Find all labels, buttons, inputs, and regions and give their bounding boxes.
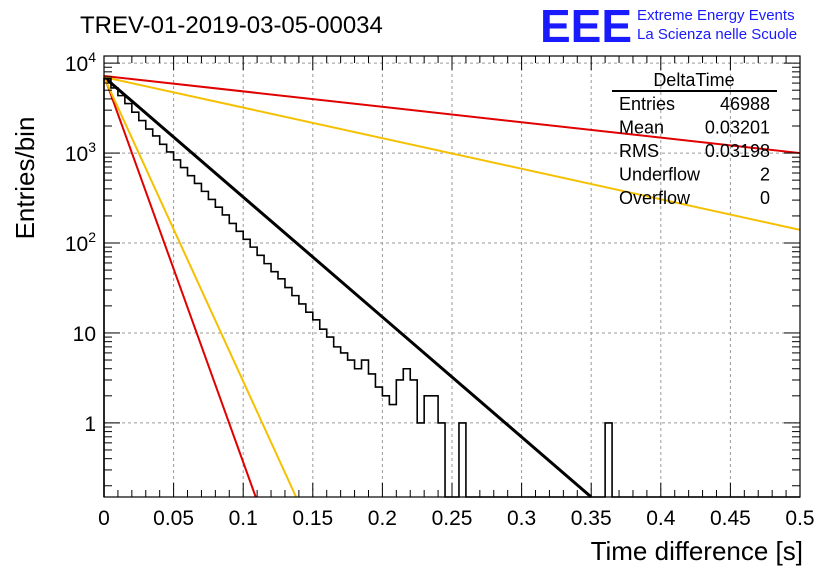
y-tick-labels: 1 10 102 103 104 [65, 49, 96, 436]
eee-logo-line2: La Scienza nelle Scuole [637, 26, 797, 43]
stats-value: 2 [760, 165, 770, 185]
stats-label: Entries [619, 94, 675, 114]
x-tick-label: 0.3 [507, 507, 536, 530]
series-line [103, 75, 257, 498]
x-tick-labels: 0 0.05 0.1 0.15 0.2 0.25 0.3 0.35 0.4 0.45 0.5 [98, 507, 814, 530]
fit-curves [103, 74, 801, 499]
series-line [103, 75, 593, 499]
x-tick-label: 0.4 [646, 507, 676, 530]
series-line [103, 74, 801, 155]
stats-value: 0.03201 [705, 118, 770, 138]
eee-logo-line1: Extreme Energy Events [637, 7, 795, 24]
eee-logo-mark: EEE [540, 0, 632, 52]
x-tick-label: 0.15 [292, 507, 333, 530]
y-tick-label: 102 [65, 229, 96, 256]
axes [103, 55, 801, 498]
stats-label: Mean [619, 118, 664, 138]
x-tick-label: 0.05 [153, 507, 194, 530]
stats-value: 0 [760, 188, 770, 208]
series-line [103, 76, 298, 498]
x-tick-label: 0.25 [432, 507, 473, 530]
x-tick-label: 0.5 [785, 507, 814, 530]
stats-label: Overflow [619, 188, 691, 208]
y-tick-label: 104 [65, 49, 96, 76]
series-line [103, 76, 801, 231]
stats-value: 0.03198 [705, 141, 770, 161]
x-tick-label: 0.35 [571, 507, 612, 530]
y-tick-label: 1 [84, 413, 96, 436]
y-tick-label: 103 [65, 139, 96, 166]
stats-box: DeltaTime Entries 46988 Mean 0.03201 RMS 0.03… [612, 70, 777, 208]
y-tick-label: 10 [73, 323, 96, 346]
run-title: TREV-01-2019-03-05-00034 [80, 12, 383, 39]
stats-label: Underflow [619, 165, 701, 185]
eee-logo: EEE Extreme Energy Events La Scienza nel… [540, 0, 797, 52]
stats-box-title: DeltaTime [653, 70, 734, 90]
x-tick-label: 0.2 [368, 507, 397, 530]
stats-value: 46988 [720, 94, 770, 114]
x-tick-label: 0 [98, 507, 110, 530]
stats-label: RMS [619, 141, 659, 161]
y-axis-label: Entries/bin [10, 117, 40, 240]
x-axis-label: Time difference [s] [591, 536, 803, 566]
x-tick-label: 0.45 [710, 507, 751, 530]
x-tick-label: 0.1 [229, 507, 258, 530]
